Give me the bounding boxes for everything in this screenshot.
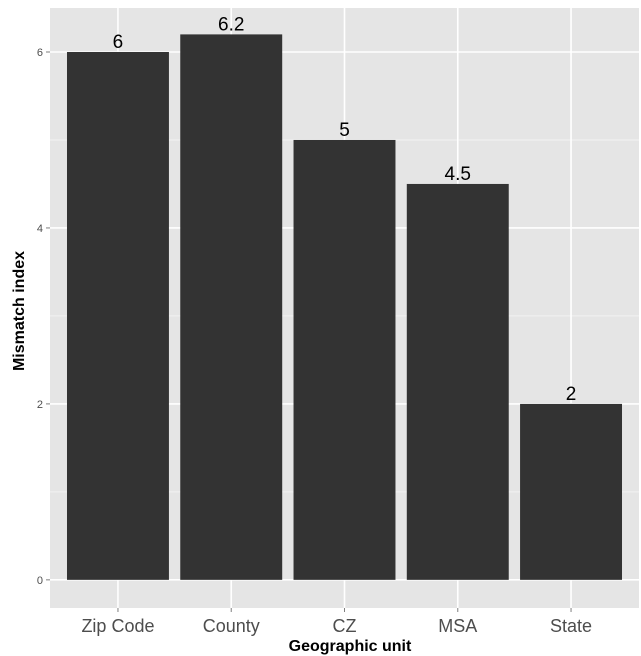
bar xyxy=(520,403,623,580)
data-label: 4.5 xyxy=(445,164,471,185)
bar xyxy=(406,183,509,580)
bar xyxy=(66,51,169,580)
x-tick-label: State xyxy=(550,616,592,636)
x-axis-title: Geographic unit xyxy=(289,638,412,655)
y-axis-ticks: 0 2 4 6 xyxy=(37,47,50,587)
y-tick-label: 0 xyxy=(37,575,43,587)
y-axis-title: Mismatch index xyxy=(11,251,28,371)
data-label: 2 xyxy=(566,384,577,405)
y-tick-label: 6 xyxy=(37,47,43,59)
data-label: 6 xyxy=(113,32,124,53)
x-tick-label: Zip Code xyxy=(81,616,154,636)
x-axis-ticks: Zip Code County CZ MSA State xyxy=(81,608,592,636)
bar xyxy=(293,139,396,580)
x-tick-label: MSA xyxy=(438,616,477,636)
y-tick-label: 4 xyxy=(37,223,43,235)
data-labels: 6 6.2 5 4.5 2 xyxy=(113,14,577,405)
x-tick-label: County xyxy=(203,616,260,636)
bars xyxy=(66,34,623,580)
data-label: 5 xyxy=(339,120,350,141)
x-tick-label: CZ xyxy=(333,616,357,636)
y-tick-label: 2 xyxy=(37,399,43,411)
data-label: 6.2 xyxy=(218,14,244,35)
bar xyxy=(180,34,283,580)
